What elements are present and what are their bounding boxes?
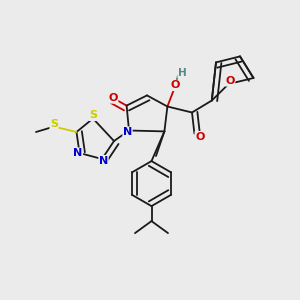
Text: O: O — [225, 76, 235, 86]
Text: O: O — [108, 93, 118, 103]
Text: N: N — [74, 148, 82, 158]
Text: N: N — [99, 155, 108, 166]
Text: H: H — [178, 68, 187, 78]
Text: S: S — [89, 110, 97, 121]
Text: S: S — [50, 119, 58, 129]
Text: O: O — [195, 131, 205, 142]
Text: O: O — [170, 80, 180, 91]
Text: N: N — [123, 127, 132, 137]
